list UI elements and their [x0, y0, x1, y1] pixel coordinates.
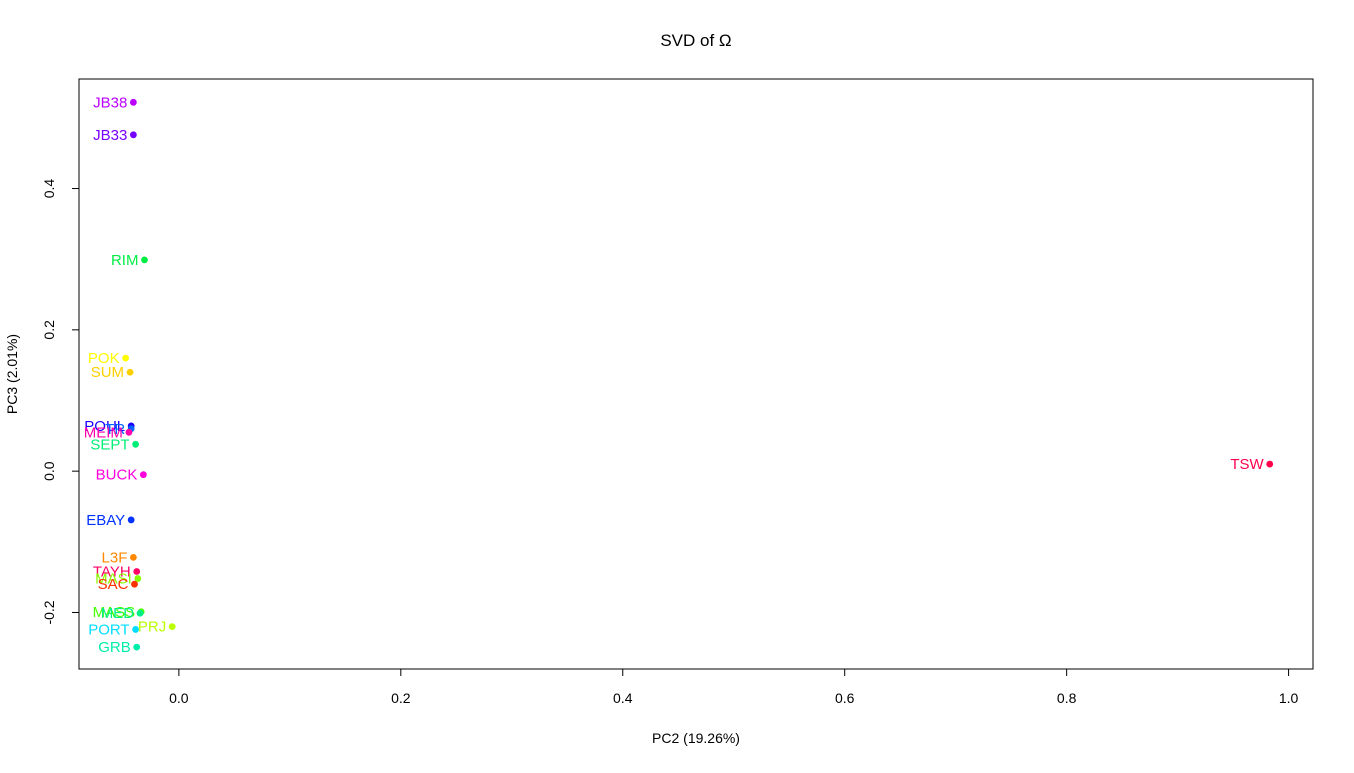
data-point: [131, 580, 138, 588]
data-point-label: RIM: [111, 252, 139, 269]
data-point-label: GRB: [98, 639, 131, 656]
data-point-label: MED: [101, 605, 135, 622]
y-tick-label: 0.0: [41, 461, 57, 481]
data-point: [125, 428, 133, 436]
data-point: [139, 471, 147, 479]
data-point: [168, 623, 176, 631]
data-point: [133, 568, 141, 575]
data-point: [122, 354, 130, 362]
data-point-label: JB33: [93, 127, 127, 144]
x-tick-label: 0.8: [1057, 690, 1077, 706]
chart-title: SVD of Ω: [660, 31, 731, 50]
y-tick-label: 0.4: [41, 179, 57, 199]
data-point: [126, 368, 134, 376]
data-point-label: BUCK: [96, 467, 138, 484]
data-point: [132, 626, 139, 633]
data-point: [132, 440, 139, 448]
data-point: [134, 575, 142, 582]
data-point-label: MEIM: [84, 424, 123, 441]
data-point: [129, 98, 137, 106]
data-point-label: MASS: [93, 604, 136, 621]
x-tick-label: 0.6: [835, 690, 855, 706]
data-point: [133, 643, 141, 651]
data-point: [129, 131, 137, 139]
y-tick-label: 0.2: [41, 320, 57, 340]
data-point-label: POK: [88, 350, 120, 367]
y-axis: -0.2 0.0 0.2 0.4: [41, 179, 80, 625]
data-point-label: MASI: [95, 571, 132, 588]
data-point-label: JB38: [93, 94, 127, 111]
x-tick-label: 0.0: [169, 690, 189, 706]
plot-frame: [78, 78, 1314, 670]
data-point-label: SEPT: [90, 436, 129, 453]
data-point-label: PRJ: [138, 619, 166, 636]
data-point: [141, 256, 148, 264]
data-point-label: TR: [105, 421, 125, 438]
data-point: [1266, 460, 1274, 468]
x-tick-label: 0.2: [391, 690, 411, 706]
data-point: [136, 609, 144, 617]
points-layer: [122, 98, 1274, 651]
data-point-label: SUM: [91, 364, 124, 381]
x-tick-label: 1.0: [1279, 690, 1299, 706]
data-point-label: EBAY: [86, 512, 125, 529]
data-point-label: PORT: [88, 621, 129, 638]
data-point: [127, 516, 135, 524]
y-tick-label: -0.2: [41, 600, 57, 624]
y-axis-label: PC3 (2.01%): [4, 334, 20, 414]
data-point-label: L3F: [102, 549, 128, 566]
data-point-label: POUL: [84, 418, 125, 435]
x-axis: 0.0 0.2 0.4 0.6 0.8 1.0: [169, 668, 1299, 706]
x-tick-label: 0.4: [613, 690, 633, 706]
data-point-label: SAC: [98, 576, 129, 593]
data-point-label: TSW: [1230, 456, 1264, 473]
data-point: [129, 553, 137, 561]
data-point-label: TAYH: [93, 563, 131, 580]
x-axis-label: PC2 (19.26%): [652, 730, 740, 746]
